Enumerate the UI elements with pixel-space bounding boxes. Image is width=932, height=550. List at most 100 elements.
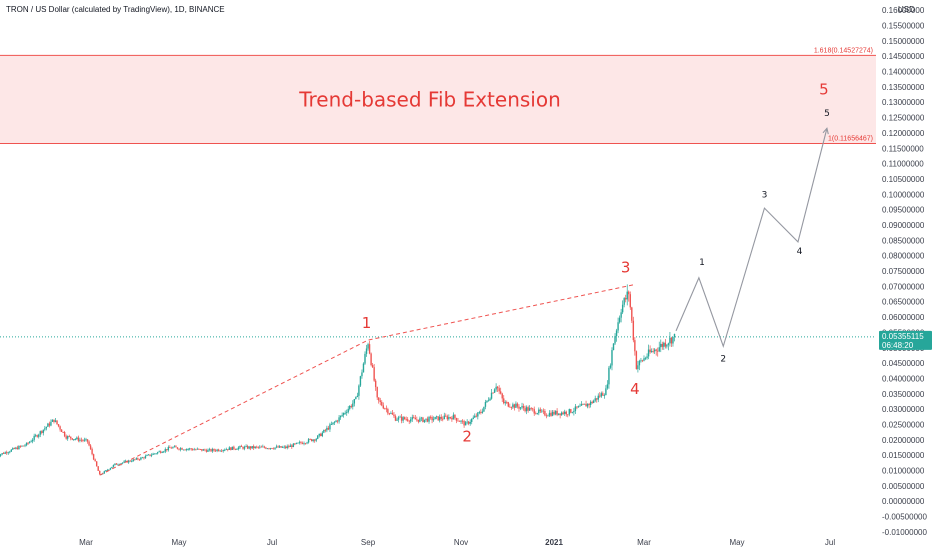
candle-body (44, 428, 46, 430)
y-tick-label: 0.09000000 (882, 221, 925, 230)
candle-body (600, 393, 603, 397)
candle-body (495, 386, 497, 390)
candle-body (6, 452, 8, 454)
candle-body (536, 413, 538, 415)
candle-body (565, 411, 567, 415)
candle-body (163, 451, 165, 453)
candle-body (413, 417, 415, 418)
candle-body (281, 447, 284, 448)
candle-body (251, 446, 253, 449)
candle-body (86, 439, 89, 442)
candle-body (585, 403, 587, 407)
candle-body (68, 436, 70, 437)
candle-body (397, 417, 400, 420)
symbol-title: TRON / US Dollar (calculated by TradingV… (6, 5, 225, 14)
current-price-value: 0.05355115 (882, 332, 924, 341)
candle-body (327, 427, 330, 430)
candle-body (204, 449, 206, 451)
candle-body (664, 342, 667, 347)
candle-body (519, 407, 522, 409)
candle-body (341, 414, 343, 416)
candle-body (525, 407, 528, 412)
candle-body (105, 470, 107, 472)
candle-body (478, 412, 481, 413)
candle-body (419, 418, 421, 422)
candle-body (542, 410, 545, 412)
candle-body (461, 420, 464, 422)
candle-body (272, 448, 275, 450)
wave-label-black-4: 4 (797, 247, 803, 257)
candle-body (545, 415, 548, 417)
candle-body (114, 463, 116, 465)
candle-body (617, 322, 619, 331)
candle-body (10, 449, 12, 452)
candle-body (155, 453, 157, 455)
candle-body (592, 400, 595, 403)
candle-body (166, 449, 168, 451)
candle-body (227, 449, 229, 451)
candle-body (574, 406, 577, 411)
candle-body (187, 448, 189, 450)
candle-body (195, 449, 197, 451)
candle-body (390, 412, 392, 414)
candle-body (285, 446, 287, 448)
candle-body (550, 412, 552, 416)
y-tick-label: 0.06500000 (882, 298, 925, 307)
candle-body (646, 356, 648, 359)
candle-body (21, 445, 23, 447)
candle-body (335, 420, 337, 422)
candle-body (538, 409, 540, 414)
candle-body (614, 336, 616, 344)
candle-body (292, 443, 295, 448)
candle-body (199, 449, 202, 450)
candle-body (403, 417, 406, 420)
candle-body (657, 350, 659, 352)
candle-body (134, 459, 136, 461)
y-tick-label: 0.07000000 (882, 282, 925, 291)
candle-body (97, 466, 99, 471)
y-tick-label: 0.02000000 (882, 436, 925, 445)
wave-label-black-1: 1 (699, 258, 705, 268)
candle-body (82, 440, 84, 442)
candle-body (140, 457, 142, 460)
candle-body (338, 417, 340, 422)
candle-body (620, 312, 622, 318)
candle-body (472, 417, 474, 419)
y-tick-label: 0.16000000 (882, 6, 925, 15)
candle-body (530, 408, 532, 409)
candle-body (71, 438, 73, 440)
candle-body (271, 448, 273, 449)
y-tick-label: 0.14000000 (882, 68, 925, 77)
candle-body (625, 298, 627, 300)
candle-body (161, 452, 163, 454)
y-tick-label: 0.09500000 (882, 206, 925, 215)
candle-body (353, 399, 356, 404)
candle-body (294, 443, 296, 445)
fib-extension-zone[interactable] (0, 55, 876, 144)
candle-body (460, 420, 462, 422)
candle-body (480, 412, 482, 413)
candle-body (263, 446, 266, 448)
candle-body (490, 392, 493, 399)
time-axis[interactable]: Mar May Jul Sep Nov 2021 Mar May Jul (79, 538, 835, 547)
x-tick-label-nov: Nov (454, 538, 468, 547)
candle-body (249, 446, 252, 449)
candle-body (638, 360, 641, 366)
candle-body (275, 446, 278, 448)
candle-body (426, 418, 429, 422)
candle-body (12, 448, 14, 450)
candle-body (219, 450, 221, 452)
candle-body (580, 404, 583, 406)
candle-body (109, 468, 112, 470)
candle-body (158, 451, 160, 453)
candle-body (539, 409, 542, 412)
candle-body (556, 410, 558, 415)
candle-body (91, 449, 93, 455)
candle-body (149, 454, 151, 456)
price-axis[interactable]: 0.16000000 0.15500000 0.15000000 0.14500000… (882, 6, 927, 537)
candle-body (286, 446, 288, 448)
candle-body (196, 448, 198, 450)
candle-body (323, 429, 325, 433)
candle-body (541, 410, 543, 412)
